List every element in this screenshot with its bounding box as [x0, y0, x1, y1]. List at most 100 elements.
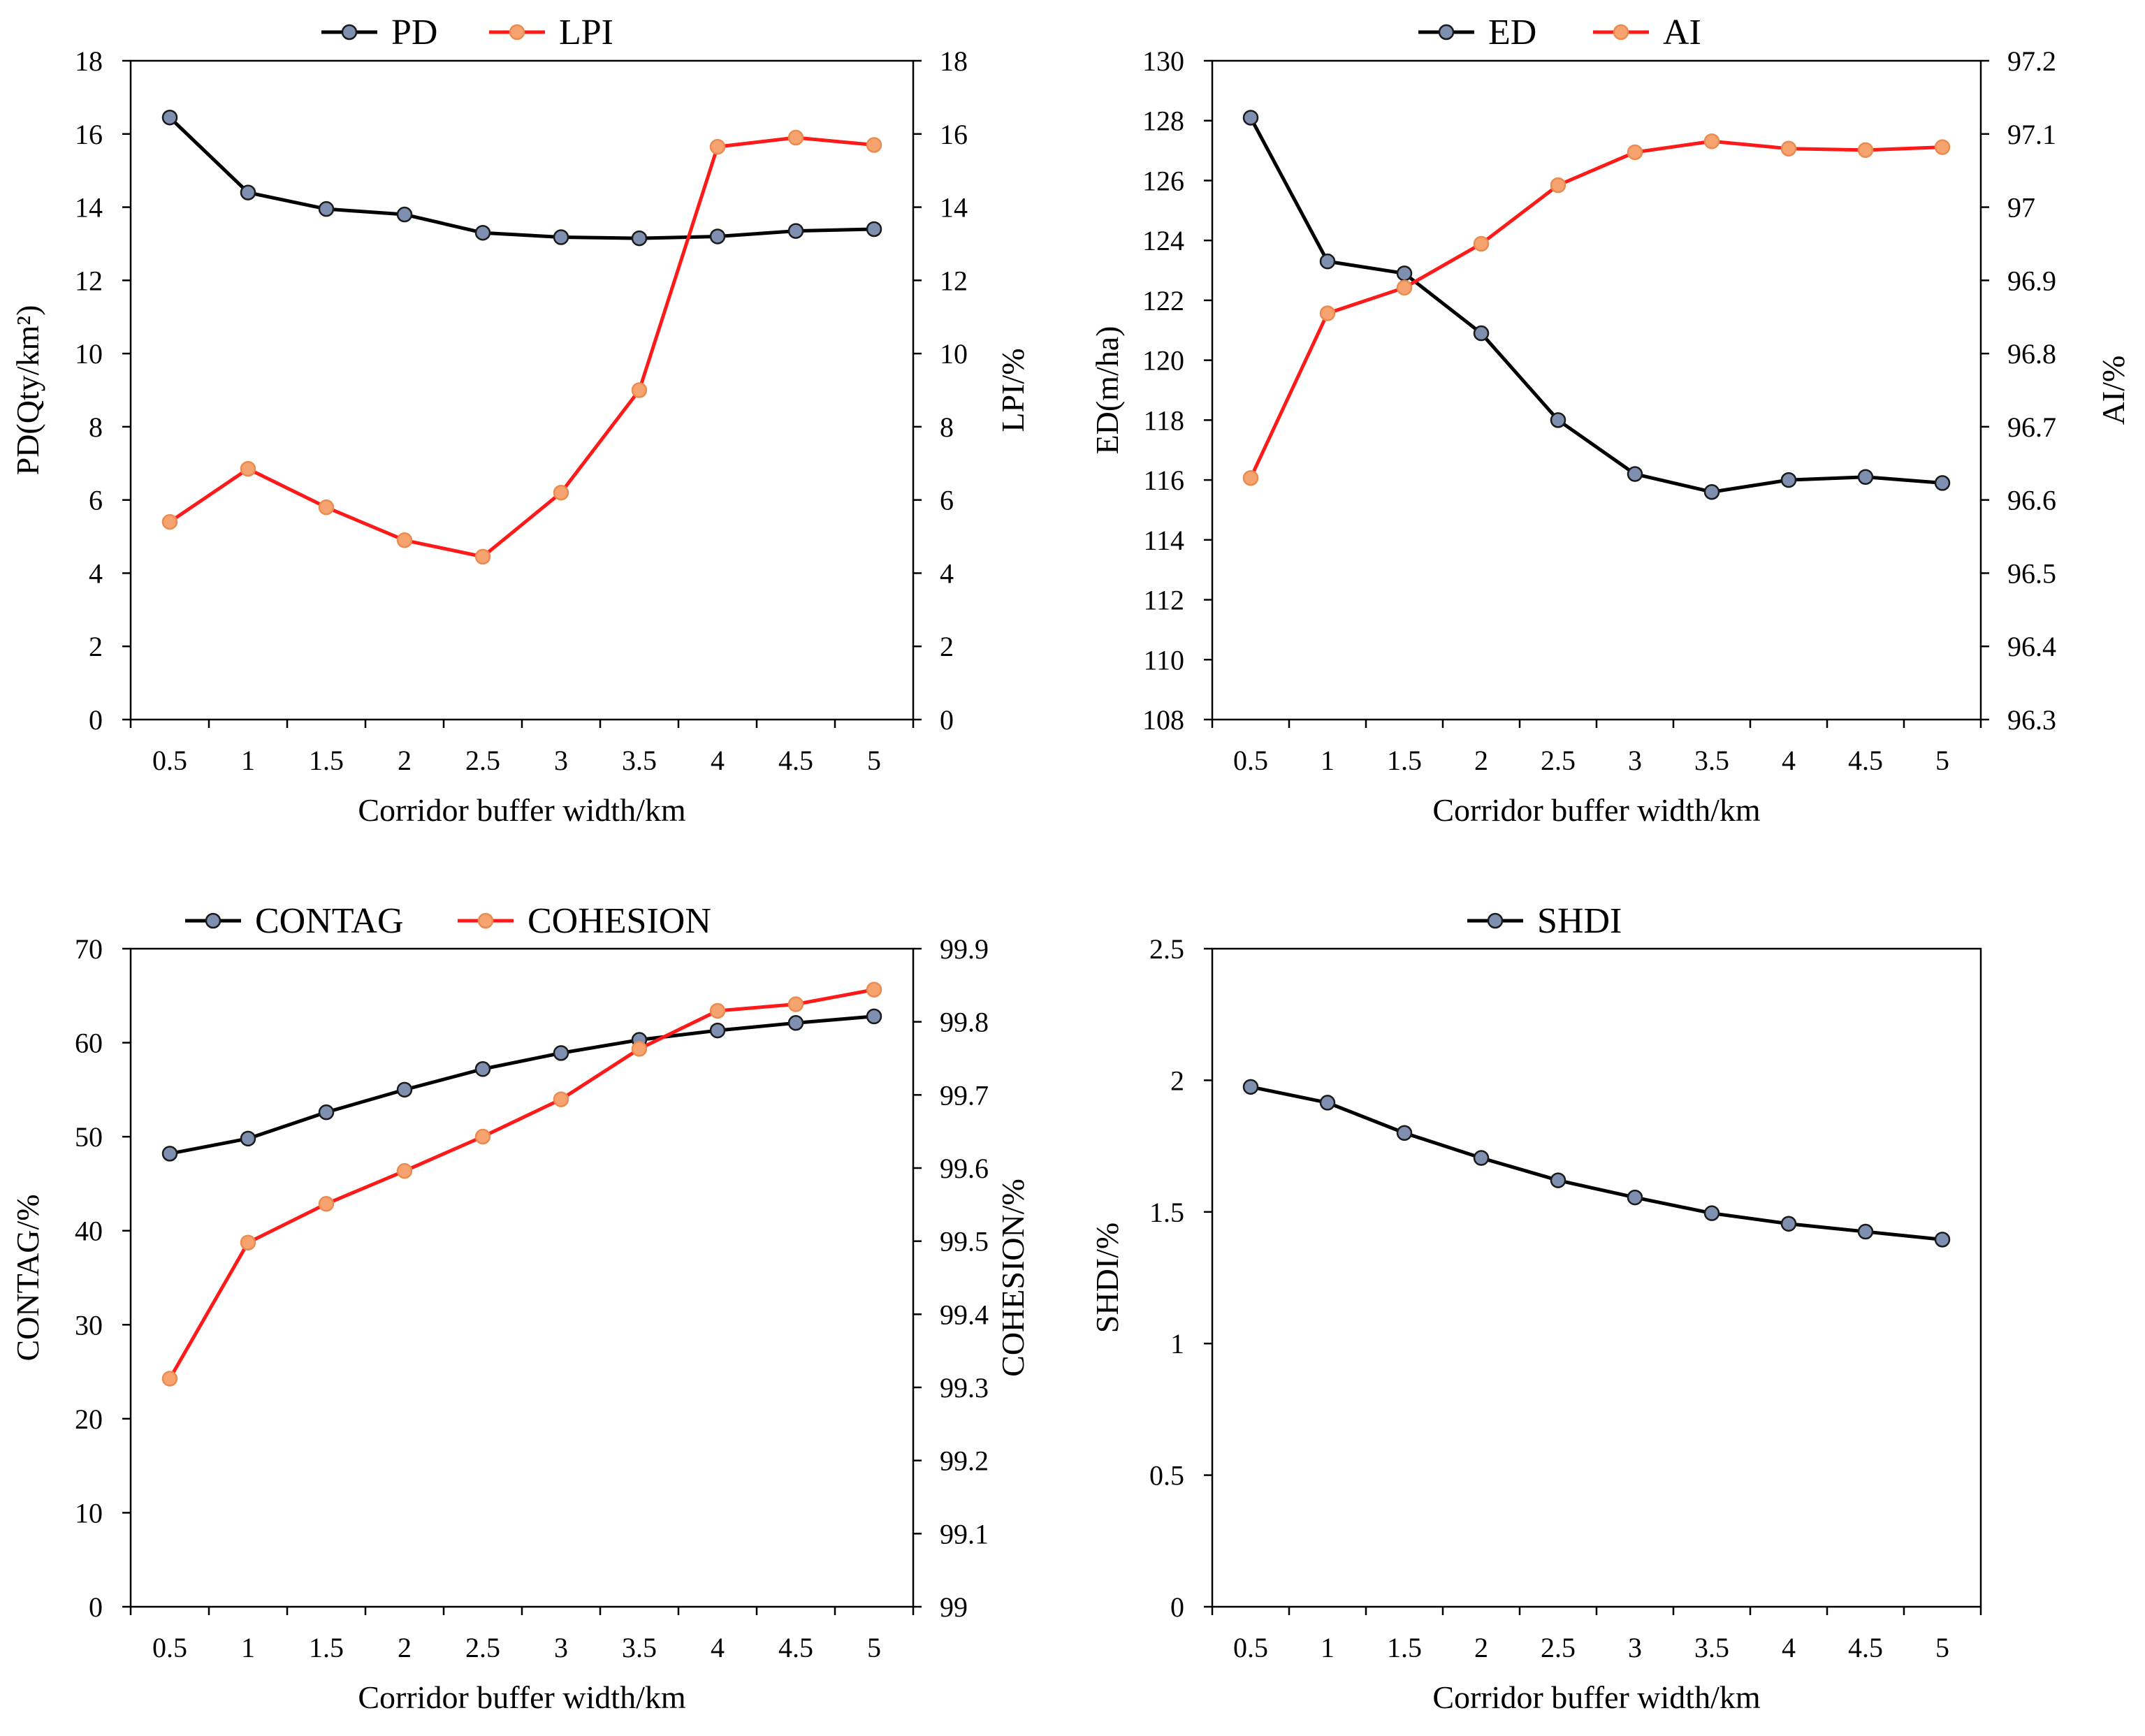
data-point-ed	[1857, 469, 1874, 486]
data-point-ai	[1703, 133, 1720, 149]
data-point-cohesion	[787, 996, 804, 1012]
x-tick-label: 2	[398, 745, 412, 776]
series-line-contag	[169, 1014, 875, 1155]
left-tick-label: 2	[1170, 1065, 1184, 1096]
left-axis-title: CONTAG/%	[10, 1194, 45, 1361]
x-tick-label: 1	[241, 1632, 255, 1663]
data-point-contag	[553, 1045, 569, 1061]
x-axis-title: Corridor buffer width/km	[358, 792, 686, 828]
plot-frame	[1211, 947, 1982, 1608]
data-point-lpi	[396, 532, 413, 548]
left-tick-label: 120	[1142, 345, 1184, 377]
right-tick-label: 99.1	[940, 1518, 989, 1549]
data-point-contag	[787, 1015, 804, 1031]
left-tick-label: 2.5	[1149, 933, 1184, 965]
series-line-pd	[168, 116, 875, 240]
data-point-pd	[161, 109, 178, 126]
right-tick-label: 16	[940, 119, 968, 150]
left-tick-label: 10	[75, 1497, 103, 1529]
x-tick-label: 5	[867, 745, 881, 776]
left-tick-label: 8	[89, 411, 103, 443]
right-tick-label: 96.5	[2007, 557, 2056, 589]
legend-swatch-marker	[205, 912, 221, 929]
x-tick-label: 0.5	[152, 745, 187, 776]
legend-swatch-marker	[509, 24, 525, 41]
chart-panel-3: 0.5 1 1.5 2 2.5 3 3.5 4 4.5 5 Corridor buffer widt…	[1089, 901, 1982, 1715]
data-point-lpi	[866, 137, 882, 153]
left-tick-label: 0.5	[1149, 1460, 1184, 1491]
right-tick-label: 96.3	[2007, 704, 2056, 736]
legend-label: AI	[1663, 13, 1701, 52]
right-axis-title: COHESION/%	[995, 1179, 1031, 1377]
data-point-shdi	[1627, 1189, 1643, 1206]
x-tick-label: 3	[554, 745, 568, 776]
right-tick-label: 2	[940, 631, 954, 662]
data-point-ai	[1550, 177, 1566, 194]
series-line-cohesion	[168, 988, 875, 1380]
legend-swatch-marker	[477, 912, 494, 929]
x-tick-label: 2.5	[465, 1632, 500, 1663]
legend-swatch-marker	[1487, 912, 1504, 929]
right-tick-label: 99.6	[940, 1153, 989, 1184]
right-tick-label: 96.9	[2007, 265, 2056, 296]
data-point-pd	[474, 224, 491, 241]
left-tick-label: 0	[89, 704, 103, 736]
x-tick-label: 3	[554, 1632, 568, 1663]
chart-panel-1: 0.5 1 1.5 2 2.5 3 3.5 4 4.5 5 Corridor buffer widt…	[1089, 13, 2131, 828]
x-tick-label: 1	[241, 745, 255, 776]
left-tick-label: 50	[75, 1121, 103, 1153]
data-point-shdi	[1703, 1205, 1720, 1221]
x-tick-label: 0.5	[1233, 1632, 1268, 1663]
data-point-ai	[1934, 139, 1951, 155]
data-point-ai	[1319, 305, 1336, 321]
right-axis-title: AI/%	[2095, 356, 2131, 425]
legend-label: ED	[1488, 13, 1536, 52]
left-tick-label: 4	[89, 557, 103, 589]
chart-panel-0: 0.5 1 1.5 2 2.5 3 3.5 4 4.5 5 Corridor buffer widt…	[10, 13, 1031, 828]
right-tick-label: 99.8	[940, 1007, 989, 1038]
right-tick-label: 4	[940, 557, 954, 589]
left-tick-label: 110	[1143, 644, 1184, 676]
x-tick-label: 5	[867, 1632, 881, 1663]
data-point-pd	[787, 223, 804, 239]
left-tick-label: 128	[1142, 105, 1184, 137]
data-point-shdi	[1550, 1172, 1566, 1188]
legend-swatch-marker	[1613, 24, 1629, 41]
data-point-pd	[631, 230, 648, 247]
left-tick-label: 130	[1142, 45, 1184, 77]
x-tick-label: 2.5	[1541, 1632, 1576, 1663]
left-tick-label: 0	[89, 1591, 103, 1623]
left-tick-label: 122	[1142, 285, 1184, 316]
data-point-lpi	[474, 548, 491, 565]
legend-label: CONTAG	[255, 901, 404, 941]
data-point-shdi	[1780, 1216, 1797, 1232]
data-point-lpi	[709, 138, 726, 155]
data-point-contag	[240, 1130, 256, 1147]
left-axis-title: SHDI/%	[1089, 1223, 1125, 1333]
right-tick-label: 99.9	[940, 933, 989, 965]
left-tick-label: 118	[1143, 404, 1184, 436]
x-tick-label: 3.5	[1694, 1632, 1729, 1663]
data-point-pd	[709, 228, 726, 245]
right-tick-label: 99.3	[940, 1372, 989, 1403]
data-point-shdi	[1319, 1095, 1336, 1111]
data-point-ed	[1319, 253, 1336, 270]
right-tick-label: 18	[940, 45, 968, 77]
x-tick-label: 5	[1935, 745, 1949, 776]
plot-frame	[129, 59, 915, 721]
data-point-lpi	[553, 484, 569, 501]
data-point-ed	[1396, 265, 1413, 282]
left-tick-label: 1	[1170, 1328, 1184, 1359]
x-axis-title: Corridor buffer width/km	[1432, 1679, 1761, 1715]
left-tick-label: 10	[75, 338, 103, 370]
data-point-contag	[474, 1061, 491, 1077]
left-axis-title: ED(m/ha)	[1089, 326, 1125, 455]
data-point-pd	[396, 206, 413, 223]
x-tick-label: 2.5	[1541, 745, 1576, 776]
x-tick-label: 1.5	[309, 1632, 344, 1663]
x-tick-label: 1	[1321, 1632, 1335, 1663]
left-tick-label: 114	[1143, 525, 1184, 556]
right-tick-label: 99.4	[940, 1299, 989, 1330]
data-point-shdi	[1473, 1150, 1490, 1166]
